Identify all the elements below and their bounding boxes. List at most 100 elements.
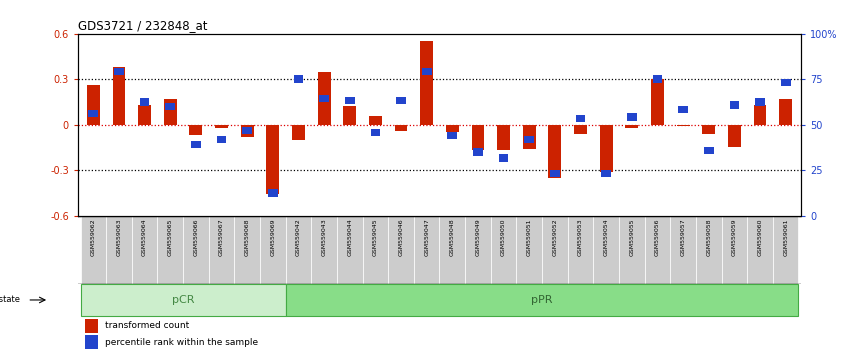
Bar: [574, 125, 587, 134]
Bar: [158, 216, 183, 284]
Bar: [107, 216, 132, 284]
Bar: [593, 216, 619, 284]
Text: GDS3721 / 232848_at: GDS3721 / 232848_at: [78, 19, 208, 33]
Bar: [542, 216, 568, 284]
Bar: [448, 132, 457, 139]
Bar: [465, 216, 491, 284]
Bar: [242, 127, 252, 134]
Text: GSM559069: GSM559069: [270, 218, 275, 256]
Bar: [619, 216, 644, 284]
Text: GSM559045: GSM559045: [373, 218, 378, 256]
Bar: [702, 125, 715, 134]
Text: GSM559052: GSM559052: [553, 218, 558, 256]
Bar: [729, 101, 740, 109]
Bar: [491, 216, 516, 284]
Text: GSM559064: GSM559064: [142, 218, 147, 256]
Text: GSM559065: GSM559065: [168, 218, 172, 256]
Bar: [755, 98, 765, 105]
Bar: [191, 141, 201, 148]
Bar: [183, 216, 209, 284]
Bar: [446, 125, 459, 132]
Bar: [87, 85, 100, 125]
Text: GSM559060: GSM559060: [758, 218, 763, 256]
Bar: [516, 216, 542, 284]
Bar: [286, 284, 798, 316]
Text: percentile rank within the sample: percentile rank within the sample: [106, 338, 259, 347]
Bar: [260, 216, 286, 284]
Bar: [568, 216, 593, 284]
Bar: [472, 125, 484, 150]
Text: GSM559053: GSM559053: [578, 218, 583, 256]
Text: GSM559046: GSM559046: [398, 218, 404, 256]
Bar: [190, 125, 203, 135]
Bar: [525, 136, 534, 143]
Bar: [132, 216, 158, 284]
Bar: [215, 125, 228, 128]
Bar: [420, 41, 433, 125]
Text: GSM559058: GSM559058: [707, 218, 711, 256]
Bar: [747, 216, 772, 284]
Bar: [523, 125, 536, 149]
Text: GSM559063: GSM559063: [116, 218, 121, 256]
Bar: [371, 129, 380, 136]
Bar: [337, 216, 363, 284]
Bar: [548, 125, 561, 178]
Bar: [497, 125, 510, 150]
Bar: [395, 125, 407, 131]
Bar: [600, 125, 612, 172]
Bar: [286, 216, 311, 284]
Bar: [550, 170, 559, 177]
Text: pCR: pCR: [171, 295, 194, 305]
Bar: [422, 68, 431, 75]
Bar: [653, 75, 662, 83]
Bar: [670, 216, 696, 284]
Text: GSM559061: GSM559061: [783, 218, 788, 256]
Bar: [113, 67, 126, 125]
Text: GSM559047: GSM559047: [424, 218, 430, 256]
Bar: [625, 125, 638, 128]
Bar: [388, 216, 414, 284]
Bar: [114, 68, 124, 75]
Bar: [241, 125, 254, 137]
Bar: [676, 125, 689, 126]
Text: pPR: pPR: [532, 295, 553, 305]
Bar: [721, 216, 747, 284]
Bar: [216, 136, 226, 143]
Bar: [363, 216, 388, 284]
Text: GSM559050: GSM559050: [501, 218, 506, 256]
Bar: [696, 216, 721, 284]
Bar: [81, 284, 286, 316]
Bar: [165, 103, 175, 110]
Bar: [644, 216, 670, 284]
Bar: [81, 216, 107, 284]
Bar: [345, 97, 354, 104]
Bar: [320, 95, 329, 102]
Bar: [268, 189, 278, 196]
Bar: [267, 125, 279, 194]
Bar: [728, 125, 740, 147]
Text: GSM559067: GSM559067: [219, 218, 224, 256]
Text: GSM559066: GSM559066: [193, 218, 198, 256]
Bar: [499, 154, 508, 162]
Bar: [781, 79, 791, 86]
Bar: [164, 99, 177, 125]
Text: GSM559048: GSM559048: [449, 218, 455, 256]
Text: GSM559044: GSM559044: [347, 218, 352, 256]
Bar: [678, 106, 688, 113]
Text: disease state: disease state: [0, 296, 20, 304]
Bar: [627, 113, 637, 121]
Text: GSM559043: GSM559043: [321, 218, 326, 256]
Text: GSM559059: GSM559059: [732, 218, 737, 256]
Bar: [209, 216, 235, 284]
Text: GSM559055: GSM559055: [630, 218, 634, 256]
Bar: [318, 72, 331, 125]
Text: GSM559049: GSM559049: [475, 218, 481, 256]
Bar: [473, 148, 483, 155]
Text: GSM559054: GSM559054: [604, 218, 609, 256]
Bar: [396, 97, 406, 104]
Text: GSM559062: GSM559062: [91, 218, 96, 256]
Bar: [772, 216, 798, 284]
Bar: [139, 105, 151, 125]
Bar: [235, 216, 260, 284]
Bar: [85, 319, 98, 333]
